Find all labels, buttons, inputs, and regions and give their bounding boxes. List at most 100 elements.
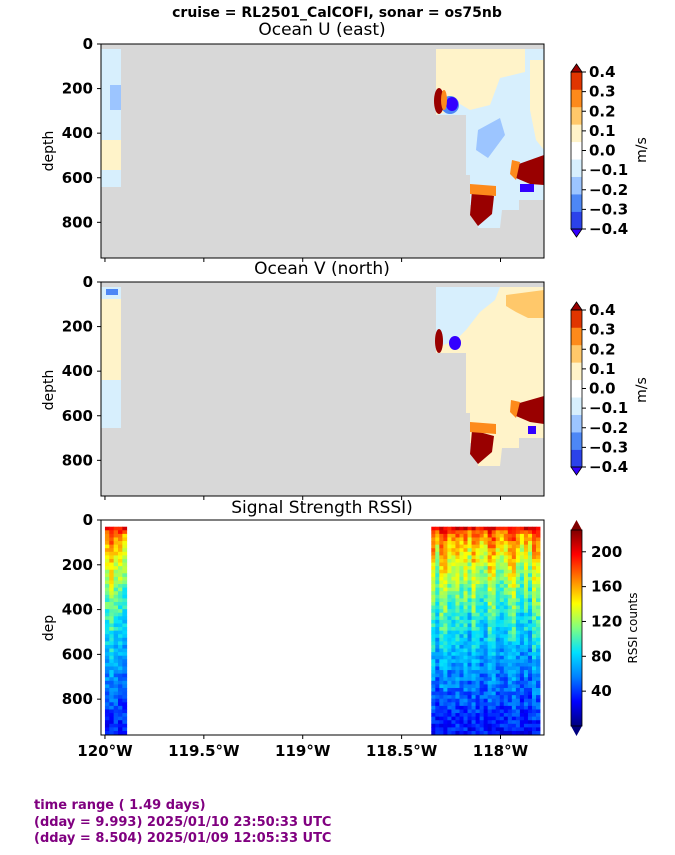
rssi-cell [523, 541, 529, 546]
rssi-cell [118, 727, 123, 732]
rssi-cell [531, 591, 537, 596]
rssi-cell [443, 594, 448, 599]
rssi-cell [511, 594, 517, 599]
rssi-cell [531, 709, 537, 714]
rssi-cell [499, 634, 505, 639]
rssi-cell [113, 652, 119, 657]
rssi-cell [463, 612, 468, 617]
rssi-cell [491, 558, 497, 563]
rssi-cell [536, 637, 541, 642]
rssi-cell [507, 695, 513, 700]
rssi-cell [495, 623, 501, 628]
rssi-cell [439, 548, 444, 553]
rssi-cell [443, 569, 448, 574]
rssi-cell [483, 698, 489, 703]
rssi-cell [122, 673, 128, 678]
rssi-cell [495, 566, 501, 571]
rssi-cell [443, 705, 448, 710]
rssi-cell [463, 584, 468, 589]
panel-rssi-xaxis: 120°W 119.5°W 119°W 118.5°W 118°W [77, 735, 529, 760]
rssi-cell [451, 605, 456, 610]
rssi-cell [463, 541, 468, 546]
rssi-cell [536, 666, 541, 671]
rssi-cell [483, 666, 489, 671]
rssi-cell [104, 730, 110, 735]
rssi-cell [118, 530, 123, 535]
rssi-cell [451, 619, 456, 624]
rssi-cell [431, 548, 436, 553]
rssi-cell [536, 673, 541, 678]
rssi-cell [503, 598, 509, 603]
rssi-cell [515, 720, 521, 725]
rssi-cell [439, 627, 444, 632]
rssi-cell [475, 612, 481, 617]
rssi-cell [431, 713, 436, 718]
rssi-cell [459, 670, 464, 675]
rssi-cell [471, 612, 476, 617]
rssi-cell [104, 601, 110, 606]
rssi-cell [439, 601, 444, 606]
x-tick-label: 118.5°W [366, 742, 438, 760]
y-tick-label: 800 [62, 690, 93, 708]
rssi-cell [507, 702, 513, 707]
rssi-cell [443, 576, 448, 581]
rssi-cell [519, 709, 525, 714]
rssi-cell [455, 720, 460, 725]
rssi-cell [447, 677, 452, 682]
rssi-cell [439, 609, 444, 614]
rssi-cell [435, 584, 440, 589]
rssi-cell [487, 594, 493, 599]
rssi-cell [443, 637, 448, 642]
rssi-cell [503, 533, 509, 538]
rssi-cell [523, 598, 529, 603]
rssi-cell [483, 562, 489, 567]
rssi-cell [527, 537, 533, 542]
rssi-cell [531, 612, 537, 617]
rssi-cell [443, 612, 448, 617]
rssi-cell [459, 569, 464, 574]
rssi-cell [536, 526, 541, 531]
rssi-cell [471, 576, 476, 581]
rssi-cell [443, 677, 448, 682]
rssi-cell [527, 644, 533, 649]
rssi-cell [435, 630, 440, 635]
rssi-cell [531, 619, 537, 624]
rssi-cell [491, 584, 497, 589]
rssi-cell [527, 720, 533, 725]
rssi-cell [519, 580, 525, 585]
rssi-cell [435, 723, 440, 728]
rssi-cell [467, 662, 472, 667]
rssi-cell [443, 673, 448, 678]
rssi-cell [467, 723, 472, 728]
panel-v-colorbar: 0.40.30.20.10.0−0.1−0.2−0.3−0.4 [570, 301, 628, 476]
rssi-cell [475, 698, 481, 703]
rssi-cell [475, 727, 481, 732]
rssi-cell [471, 713, 476, 718]
rssi-cell [487, 587, 493, 592]
rssi-cell [459, 680, 464, 685]
rssi-cell [507, 652, 513, 657]
rssi-cell [479, 526, 485, 531]
rssi-cell [122, 691, 128, 696]
rssi-cell [531, 659, 537, 664]
rssi-cell [118, 716, 123, 721]
rssi-cell [439, 537, 444, 542]
rssi-cell [503, 673, 509, 678]
rssi-cell [435, 533, 440, 538]
rssi-cell [113, 623, 119, 628]
rssi-cell [455, 587, 460, 592]
colorbar-tick-label: −0.3 [589, 200, 628, 218]
rssi-cell [471, 526, 476, 531]
rssi-cell [479, 673, 485, 678]
rssi-cell [531, 616, 537, 621]
rssi-cell [536, 662, 541, 667]
rssi-cell [435, 720, 440, 725]
rssi-cell [523, 551, 529, 556]
rssi-cell [463, 687, 468, 692]
rssi-cell [527, 594, 533, 599]
rssi-cell [483, 584, 489, 589]
rssi-cell [475, 695, 481, 700]
rssi-cell [435, 652, 440, 657]
rssi-cell [109, 662, 115, 667]
rssi-cell [459, 627, 464, 632]
